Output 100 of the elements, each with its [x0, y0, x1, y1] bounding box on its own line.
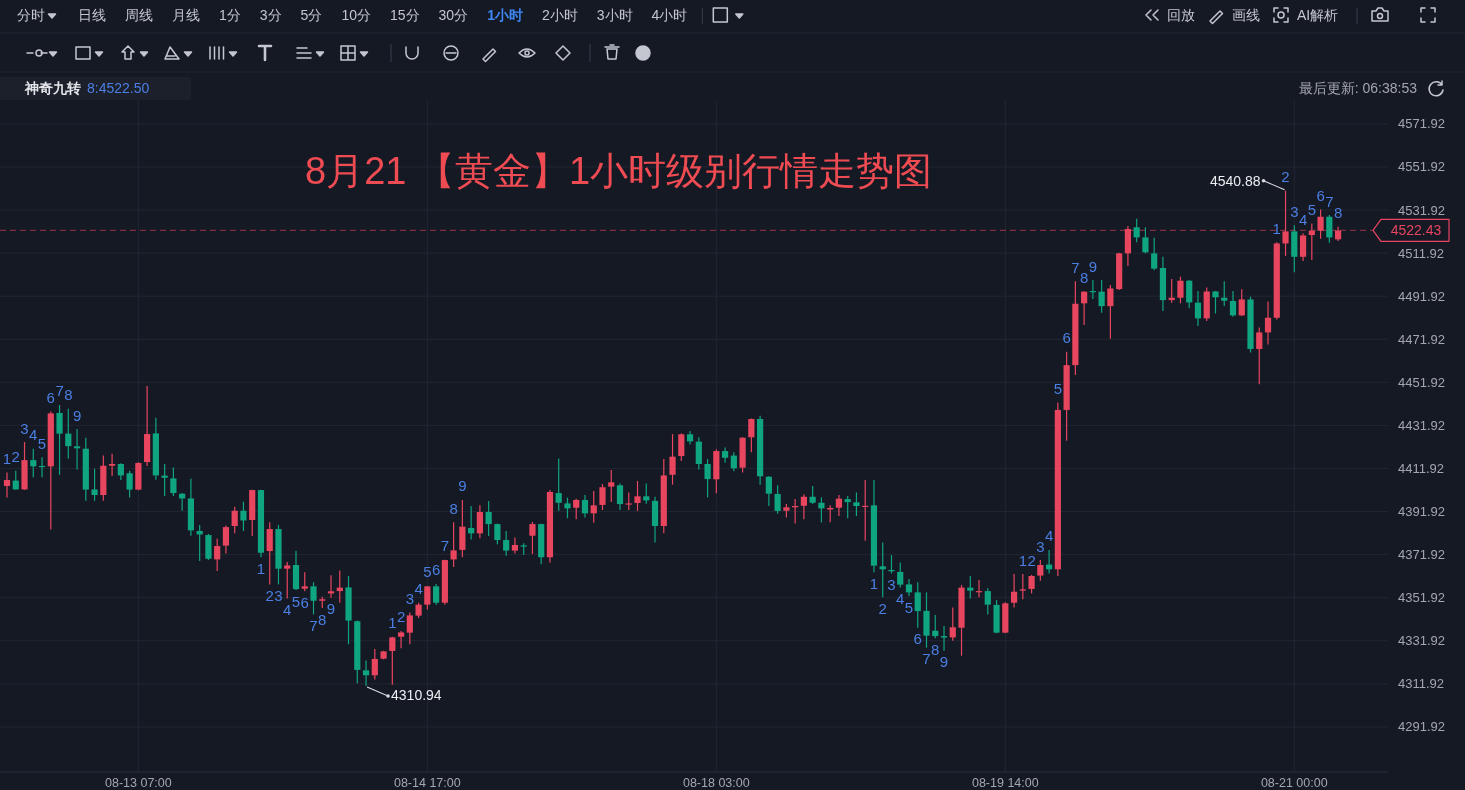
candlestick: [108, 453, 116, 477]
x-tick-label: 08-19 14:00: [971, 776, 1039, 790]
text: 4: [1044, 527, 1054, 545]
text: 1: [2, 450, 12, 468]
candlestick: [643, 483, 650, 505]
candlestick: [634, 480, 641, 512]
candlestick: [468, 505, 475, 540]
text: 7: [922, 650, 931, 668]
candlestick: [1037, 559, 1044, 582]
text: 5: [291, 592, 301, 610]
text: 6: [431, 561, 441, 579]
text: 1分: [219, 7, 241, 23]
candlestick: [433, 583, 440, 606]
candlestick: [678, 432, 685, 462]
text: 8: [318, 610, 327, 628]
y-tick-label: 4391.92: [1398, 504, 1445, 520]
candlestick: [1010, 573, 1018, 609]
text: 8: [931, 640, 940, 658]
candlestick: [809, 485, 816, 505]
candlestick: [932, 614, 939, 639]
text: 6: [300, 593, 309, 611]
text: 2: [878, 599, 887, 617]
text: 分时: [17, 7, 45, 23]
x-tick-label: 08-18 03:00: [682, 776, 750, 790]
candlestick: [485, 500, 492, 537]
text: AI解析: [1297, 7, 1339, 23]
y-tick-label: 4551.92: [1398, 159, 1445, 175]
candlestick: [730, 451, 737, 472]
text: 5: [1053, 379, 1063, 397]
text: 6: [1062, 329, 1071, 347]
text: 6: [46, 388, 55, 406]
candlestick: [774, 484, 781, 515]
text: 5: [37, 434, 47, 452]
candlestick: [818, 496, 825, 523]
candlestick: [748, 417, 755, 453]
text: 2: [1281, 168, 1290, 186]
text: 3: [1036, 537, 1045, 555]
candlestick: [170, 466, 177, 497]
text: 日线: [78, 7, 106, 23]
text: 画线: [1232, 7, 1260, 23]
candlestick: [406, 612, 413, 645]
text: 4: [29, 426, 38, 444]
text: 3: [20, 419, 29, 437]
text: 6: [1316, 186, 1325, 204]
text: 2: [265, 586, 274, 604]
candlestick: [327, 574, 335, 599]
text: 7: [1325, 192, 1334, 210]
candlestick: [3, 472, 11, 499]
candlestick: [1326, 214, 1333, 244]
candlestick: [555, 457, 562, 512]
y-tick-label: 4451.92: [1398, 374, 1445, 390]
candlestick: [1186, 279, 1193, 309]
candlestick: [608, 469, 615, 503]
y-tick-label: 4411.92: [1398, 460, 1445, 476]
candlestick: [389, 636, 396, 686]
candlestick: [266, 521, 273, 585]
text: 3小时: [596, 7, 633, 23]
candlestick: [1238, 288, 1245, 317]
text: 2小时: [541, 7, 578, 23]
candlestick: [1256, 326, 1263, 385]
candlestick: [967, 575, 974, 599]
y-tick-label: 4511.92: [1398, 245, 1445, 261]
text: 9: [326, 600, 336, 618]
candlestick: [704, 458, 711, 498]
candlestick: [65, 408, 72, 460]
candlestick: [721, 446, 729, 464]
text: 3分: [259, 7, 282, 23]
candlestick: [564, 497, 571, 519]
candlestick: [214, 538, 221, 572]
candlestick: [1221, 280, 1228, 307]
text: 8月21 【黄金】1小时级别行情走势图: [305, 150, 933, 192]
text: 9: [458, 477, 467, 495]
candlestick: [1133, 218, 1140, 243]
text: 神奇九转: [24, 80, 81, 96]
candlestick: [397, 630, 405, 649]
candlestick: [1098, 279, 1105, 314]
x-tick-label: 08-13 07:00: [104, 776, 172, 790]
y-tick-label: 4351.92: [1398, 590, 1445, 606]
text: 4: [896, 589, 905, 607]
candlestick: [905, 578, 913, 597]
candlestick: [984, 587, 991, 616]
text: 6: [913, 630, 922, 648]
text: 4: [414, 580, 423, 598]
y-tick-label: 4291.92: [1398, 719, 1445, 735]
candlestick: [231, 506, 238, 534]
candlestick: [240, 501, 247, 532]
text: 7: [1071, 258, 1080, 276]
y-tick-label: 4531.92: [1398, 202, 1445, 218]
text: 1小时: [487, 7, 523, 23]
candlestick: [1177, 276, 1184, 304]
text: 4: [1298, 210, 1308, 228]
text: 1: [869, 574, 879, 592]
candlestick: [599, 483, 606, 511]
candlestick: [1317, 208, 1324, 240]
text: 8: [1079, 268, 1089, 286]
text: 3: [887, 575, 896, 593]
text: 9: [72, 406, 82, 424]
text: 周线: [125, 7, 153, 23]
candlestick: [301, 571, 308, 592]
candlestick: [73, 428, 81, 470]
